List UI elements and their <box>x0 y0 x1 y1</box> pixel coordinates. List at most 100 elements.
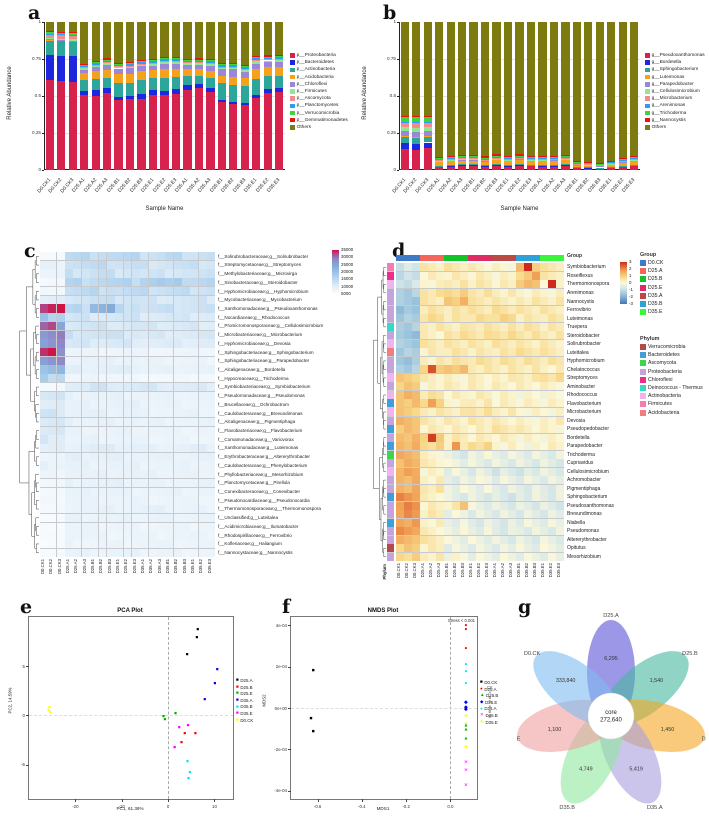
zero-hline <box>29 715 233 717</box>
heatmap-cell <box>140 531 149 540</box>
heatmap-cell <box>173 444 182 453</box>
heatmap-cell <box>40 260 48 269</box>
bar-segment <box>45 39 54 40</box>
bar-segment <box>607 161 616 164</box>
heatmap-cell <box>106 478 115 488</box>
heatmap-row-label: f__Nannocystaceae;g__Nannocystis <box>218 550 293 556</box>
heatmap-cell <box>90 461 98 470</box>
bar-segment <box>125 82 135 96</box>
heatmap-cell <box>516 501 524 510</box>
heatmap-cell <box>436 271 444 280</box>
bar-segment <box>102 58 112 60</box>
heatmap-cell <box>81 461 90 470</box>
heatmap-row-label: Microbacterium <box>567 409 602 416</box>
heatmap-cell <box>198 348 207 357</box>
heatmap-cell <box>444 510 452 519</box>
heatmap-cell <box>173 348 182 357</box>
y-tick-mark <box>26 764 29 766</box>
bar-segment <box>68 41 77 56</box>
heatmap-cell <box>484 331 492 340</box>
heatmap-cell <box>131 313 140 322</box>
heatmap-cell <box>444 459 452 468</box>
heatmap-cell <box>157 478 165 488</box>
heatmap-cell <box>412 518 420 527</box>
bar-segment <box>435 166 444 170</box>
legend-swatch <box>645 89 650 94</box>
legend-swatch <box>290 53 295 58</box>
bar-segment <box>229 63 238 65</box>
bar-segment <box>160 95 169 170</box>
heatmap-cell <box>540 365 548 374</box>
heatmap-cell <box>48 286 57 296</box>
group-annotation-cell <box>484 255 492 261</box>
heatmap-cell <box>98 278 107 287</box>
heatmap-cell <box>436 450 444 459</box>
heatmap-cell <box>532 433 540 442</box>
heatmap-cell <box>48 260 57 269</box>
legend-label: p__Proteobacteria <box>296 53 336 58</box>
heatmap-cell <box>548 535 556 544</box>
heatmap-cell <box>540 552 548 561</box>
heatmap-row-label: f__Comamonadaceae;g__Variovorax <box>218 436 294 442</box>
heatmap-cell <box>65 348 73 357</box>
heatmap-cell <box>444 442 452 451</box>
bar-segment <box>457 22 467 156</box>
bar-segment <box>102 77 112 89</box>
heatmap-cell <box>40 348 48 357</box>
bar-segment <box>183 76 192 86</box>
heatmap-cell <box>140 330 149 339</box>
heatmap-cell <box>48 409 57 418</box>
heatmap-cell <box>131 548 140 557</box>
y-tick-mark <box>288 625 291 627</box>
legend-entry: p__Ascomycota <box>290 96 348 101</box>
heatmap-cell <box>198 505 207 514</box>
heatmap-cell <box>524 365 532 374</box>
legend-entry: ● D35.A <box>480 706 498 711</box>
heatmap-cell <box>404 450 412 459</box>
bar-segment <box>80 69 89 74</box>
heatmap-cell <box>412 433 420 442</box>
heatmap-cell <box>56 540 65 549</box>
column-label-text: D35.A3 <box>156 559 162 574</box>
legend-entry: ▲ D25.B <box>480 693 498 698</box>
bar-segment <box>137 61 146 62</box>
bar-segment <box>102 61 112 64</box>
legend-swatch <box>640 284 646 291</box>
heatmap-cell <box>556 263 564 272</box>
heatmap-cell <box>396 544 404 553</box>
heatmap-cell <box>198 409 207 418</box>
heatmap-cell <box>165 348 174 357</box>
column-label-text: D35.B1 <box>516 563 521 578</box>
heatmap-cell <box>190 356 199 365</box>
legend-swatch <box>290 103 295 109</box>
heatmap-cell <box>56 339 65 348</box>
bar-segment <box>503 156 513 158</box>
bar-segment <box>423 22 432 117</box>
heatmap-cell <box>460 476 468 485</box>
heatmap-cell <box>484 493 492 502</box>
bar-segment <box>80 90 89 96</box>
legend-swatch <box>645 53 650 58</box>
heatmap-cell <box>484 365 492 374</box>
heatmap-cell <box>157 348 165 357</box>
heatmap-cell <box>73 426 82 435</box>
heatmap-cell <box>492 297 500 306</box>
heatmap-cell <box>73 295 82 304</box>
heatmap-cell <box>90 295 98 304</box>
heatmap-cell <box>207 417 215 427</box>
column-label-text: D25.A3 <box>81 559 87 574</box>
bar-segment <box>171 58 181 59</box>
bar-segment <box>229 67 238 70</box>
bar-segment <box>194 22 204 59</box>
heatmap-cell <box>540 416 548 425</box>
heatmap-cell <box>556 518 564 527</box>
bar-segment <box>68 82 77 170</box>
legend-label: p__Acidobacteria <box>296 74 334 80</box>
heatmap-cell <box>115 252 124 261</box>
bar-segment <box>80 80 89 91</box>
heatmap-cell <box>198 548 207 557</box>
phylum-annotation-cell <box>387 365 394 374</box>
bar-segment <box>252 56 261 58</box>
heatmap-cell <box>396 322 404 331</box>
heatmap-cell <box>90 478 98 488</box>
